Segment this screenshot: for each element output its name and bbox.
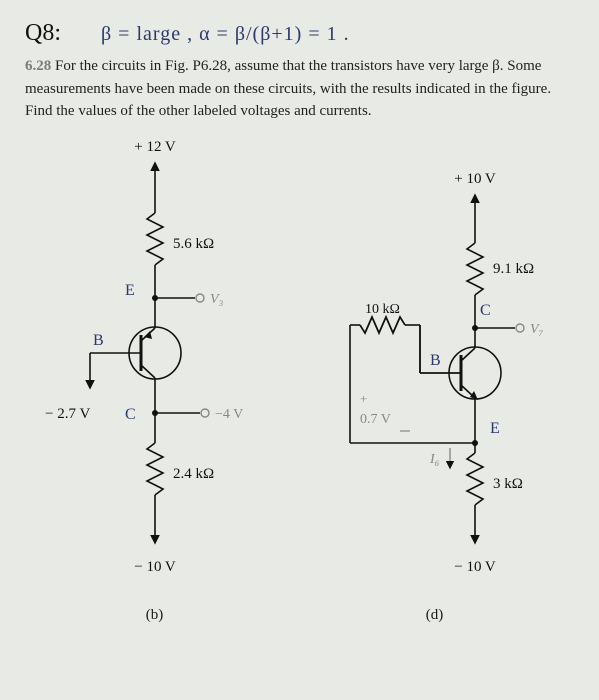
hand-c-label-d: C [480, 302, 491, 319]
bot-voltage-label-d: − 10 V [454, 559, 496, 575]
bot-voltage-label: − 10 V [134, 559, 176, 575]
question-label: Q8: [25, 20, 61, 47]
circuit-d-svg: + 10 V 9.1 kΩ C V₇ [305, 133, 565, 603]
problem-body: For the circuits in Fig. P6.28, assume t… [25, 58, 551, 119]
hand-e-label-d: E [490, 420, 500, 437]
hand-b-label-d: B [430, 352, 441, 369]
header-row: Q8: β = large , α = β/(β+1) = 1 . [25, 20, 574, 47]
vval-label: 0.7 V [360, 412, 391, 427]
circuit-b-svg: + 12 V 5.6 kΩ V₃ E [35, 133, 275, 603]
r-bot-label: 2.4 kΩ [173, 466, 214, 482]
r-top-label: 5.6 kΩ [173, 236, 214, 252]
problem-number: 6.28 [25, 58, 51, 74]
r-base-label: 10 kΩ [365, 302, 400, 317]
top-voltage-label-d: + 10 V [454, 171, 496, 187]
hand-e-label: E [125, 282, 135, 299]
vc-label: −4 V [215, 407, 243, 422]
i6-label: I₆ [429, 452, 440, 467]
circuit-d-caption: (d) [305, 607, 565, 624]
circuit-b-caption: (b) [35, 607, 275, 624]
r-top-label-d: 9.1 kΩ [493, 261, 534, 277]
vplus-label: + [360, 391, 367, 406]
r-bot-label-d: 3 kΩ [493, 476, 523, 492]
problem-text: 6.28 For the circuits in Fig. P6.28, ass… [25, 55, 574, 123]
top-voltage-label: + 12 V [134, 139, 176, 155]
v3-label: V₃ [210, 292, 224, 307]
handwritten-annotation: β = large , α = β/(β+1) = 1 . [101, 23, 350, 46]
circuit-b: + 12 V 5.6 kΩ V₃ E [35, 133, 275, 624]
circuit-d: + 10 V 9.1 kΩ C V₇ [305, 133, 565, 624]
base-voltage-label: − 2.7 V [45, 406, 90, 422]
hand-b-label: B [93, 332, 104, 349]
figures-container: + 12 V 5.6 kΩ V₃ E [25, 133, 574, 624]
v7-label: V₇ [530, 322, 544, 337]
hand-c-label: C [125, 406, 136, 423]
